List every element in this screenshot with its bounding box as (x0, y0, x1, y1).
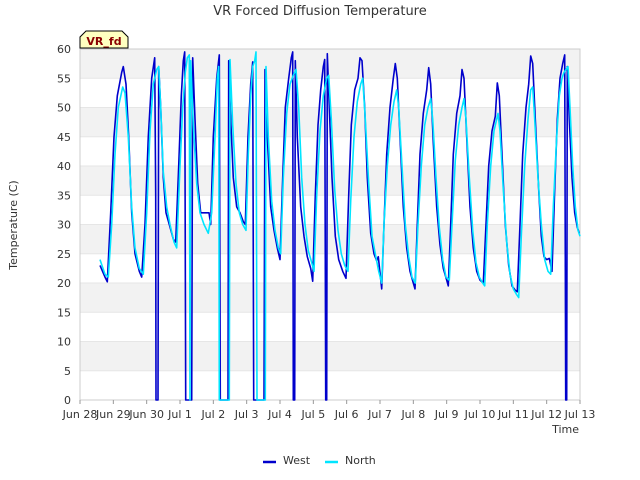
badge-shape (79, 30, 129, 49)
x-tick-label: Jul 7 (367, 408, 392, 421)
series-layer (99, 51, 581, 401)
y-axis-ticks: 0 5 10 15 20 25 30 35 40 45 50 55 60 (57, 43, 71, 407)
x-tick-label: Jul 6 (334, 408, 359, 421)
x-tick-label: Jun 30 (128, 408, 164, 421)
legend-label-west: West (283, 454, 311, 467)
series-line-north (99, 51, 581, 401)
y-tick-label: 50 (57, 102, 71, 115)
y-tick-label: 40 (57, 160, 71, 173)
x-tick-label: Jul 4 (267, 408, 292, 421)
y-tick-label: 60 (57, 43, 71, 56)
y-tick-label: 45 (57, 131, 71, 144)
x-tick-label: Jul 3 (234, 408, 259, 421)
x-tick-label: Jul 8 (400, 408, 425, 421)
y-axis-label: Temperature (C) (7, 180, 20, 270)
plot-frame (79, 48, 581, 401)
x-tick-label: Jul 10 (464, 408, 496, 421)
y-tick-label: 15 (57, 306, 71, 319)
badge: VR_fd (79, 30, 129, 49)
badge-label: VR_fd (86, 35, 121, 48)
legend: West North (263, 454, 376, 467)
x-tick-label: Jul 2 (200, 408, 225, 421)
y-tick-label: 0 (64, 394, 71, 407)
grid-band (80, 341, 580, 371)
x-axis-label: Time (551, 423, 579, 436)
chart-title: VR Forced Diffusion Temperature (213, 4, 427, 19)
x-tick-label: Jul 13 (564, 408, 596, 421)
x-tick-label: Jul 11 (497, 408, 529, 421)
y-tick-label: 5 (64, 365, 71, 378)
x-tick-label: Jun 28 (62, 408, 98, 421)
y-tick-label: 35 (57, 189, 71, 202)
grid-band (80, 283, 580, 313)
grid-band (80, 49, 580, 79)
x-tick-label: Jul 1 (167, 408, 192, 421)
y-tick-label: 55 (57, 72, 71, 85)
x-tick-label: Jun 29 (95, 408, 131, 421)
x-tick-label: Jul 12 (530, 408, 562, 421)
y-tick-label: 25 (57, 248, 71, 261)
grid-band (80, 224, 580, 254)
legend-label-north: North (345, 454, 376, 467)
y-tick-label: 20 (57, 277, 71, 290)
x-tick-label: Jul 5 (300, 408, 325, 421)
y-tick-label: 10 (57, 336, 71, 349)
x-tick-label: Jul 9 (434, 408, 459, 421)
y-tick-label: 30 (57, 219, 71, 232)
